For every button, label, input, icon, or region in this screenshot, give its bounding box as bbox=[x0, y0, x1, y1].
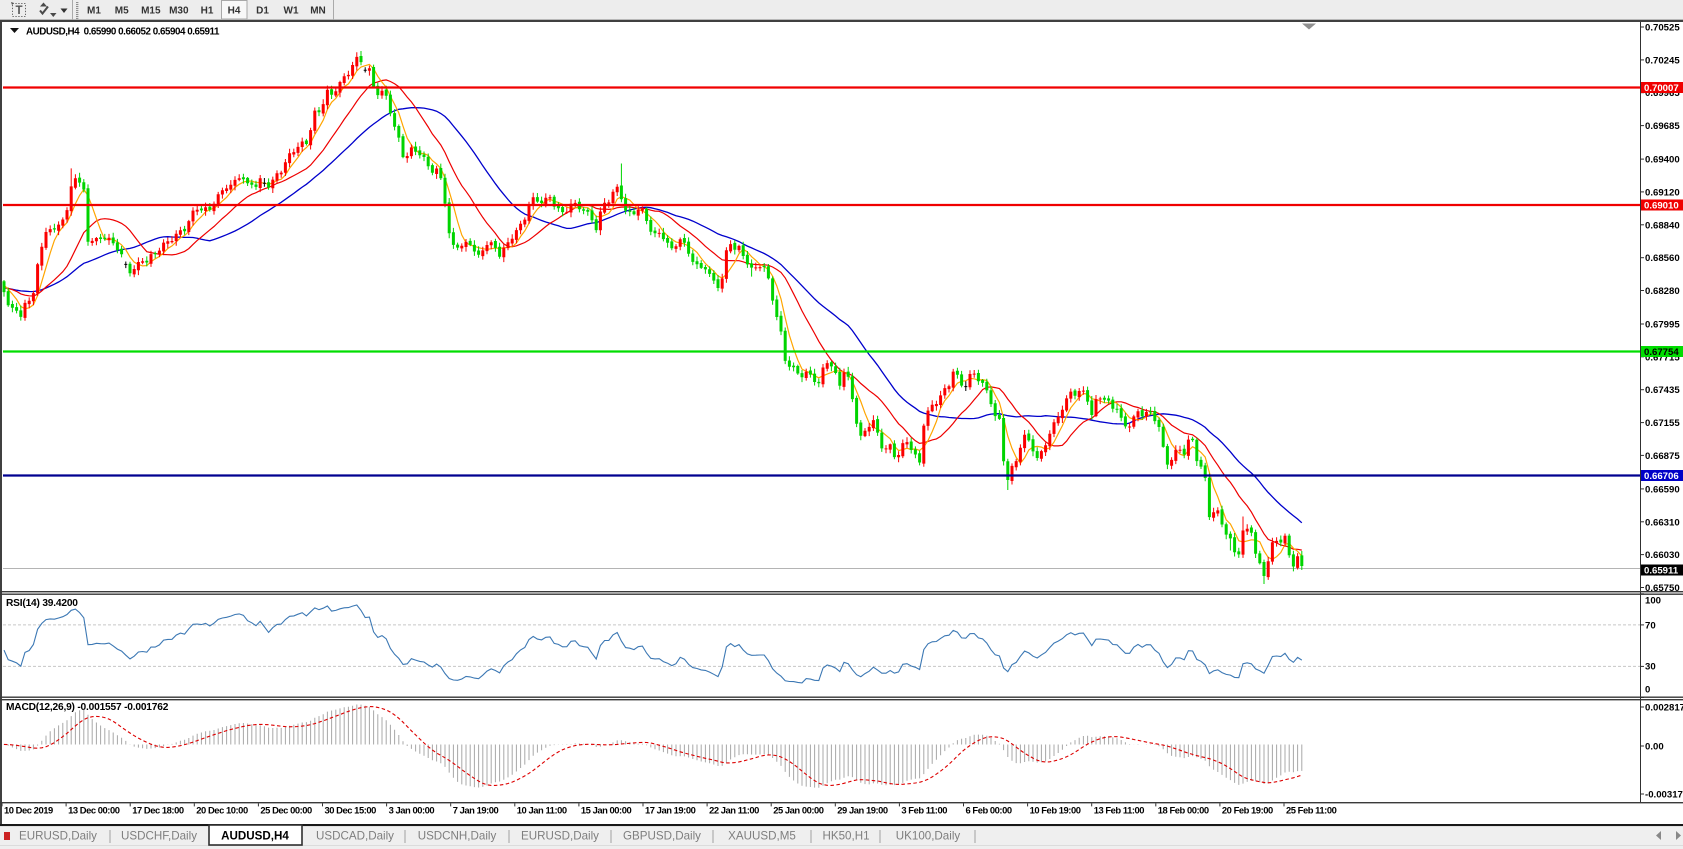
svg-text:0.66875: 0.66875 bbox=[1645, 451, 1680, 462]
svg-text:0: 0 bbox=[1645, 685, 1650, 696]
svg-text:0.68280: 0.68280 bbox=[1645, 286, 1680, 297]
svg-text:-0.003179: -0.003179 bbox=[1645, 790, 1683, 801]
svg-text:70: 70 bbox=[1645, 621, 1656, 632]
svg-text:M5: M5 bbox=[115, 6, 129, 17]
svg-text:3 Jan 00:00: 3 Jan 00:00 bbox=[389, 805, 435, 816]
svg-text:0.70007: 0.70007 bbox=[1644, 83, 1679, 94]
svg-text:0.67155: 0.67155 bbox=[1645, 418, 1680, 429]
svg-text:EURUSD,Daily: EURUSD,Daily bbox=[521, 830, 599, 843]
svg-text:MACD(12,26,9) -0.001557 -0.001: MACD(12,26,9) -0.001557 -0.001762 bbox=[6, 702, 169, 713]
svg-text:EURUSD,Daily: EURUSD,Daily bbox=[19, 830, 97, 843]
svg-text:0.66030: 0.66030 bbox=[1645, 550, 1680, 561]
svg-text:XAUUSD,M5: XAUUSD,M5 bbox=[728, 830, 796, 843]
svg-text:100: 100 bbox=[1645, 596, 1661, 607]
svg-text:25 Feb 11:00: 25 Feb 11:00 bbox=[1286, 805, 1337, 816]
svg-text:HK50,H1: HK50,H1 bbox=[822, 830, 869, 843]
svg-text:D1: D1 bbox=[256, 6, 269, 17]
svg-text:13 Feb 11:00: 13 Feb 11:00 bbox=[1094, 805, 1145, 816]
svg-text:M30: M30 bbox=[169, 6, 189, 17]
svg-text:MN: MN bbox=[310, 6, 326, 17]
svg-text:0.66310: 0.66310 bbox=[1645, 517, 1680, 528]
svg-text:30 Dec 15:00: 30 Dec 15:00 bbox=[325, 805, 377, 816]
svg-text:25 Jan 00:00: 25 Jan 00:00 bbox=[773, 805, 824, 816]
svg-text:0.69120: 0.69120 bbox=[1645, 187, 1680, 198]
svg-text:10 Feb 19:00: 10 Feb 19:00 bbox=[1030, 805, 1081, 816]
svg-text:15 Jan 00:00: 15 Jan 00:00 bbox=[581, 805, 632, 816]
svg-text:20 Dec 10:00: 20 Dec 10:00 bbox=[196, 805, 248, 816]
svg-text:17 Dec 18:00: 17 Dec 18:00 bbox=[132, 805, 184, 816]
svg-text:0.69685: 0.69685 bbox=[1645, 121, 1680, 132]
svg-text:T: T bbox=[15, 5, 22, 17]
svg-text:0.00: 0.00 bbox=[1645, 742, 1664, 753]
svg-text:GBPUSD,Daily: GBPUSD,Daily bbox=[623, 830, 701, 843]
svg-text:20 Feb 19:00: 20 Feb 19:00 bbox=[1222, 805, 1273, 816]
svg-text:M15: M15 bbox=[141, 6, 161, 17]
svg-text:0.69965: 0.69965 bbox=[1645, 88, 1680, 99]
svg-text:0.69010: 0.69010 bbox=[1644, 201, 1679, 212]
svg-text:0.66590: 0.66590 bbox=[1645, 484, 1680, 495]
svg-text:10 Dec 2019: 10 Dec 2019 bbox=[4, 805, 53, 816]
svg-text:13 Dec 00:00: 13 Dec 00:00 bbox=[68, 805, 120, 816]
svg-text:0.67715: 0.67715 bbox=[1645, 352, 1680, 363]
svg-text:0.67995: 0.67995 bbox=[1645, 320, 1680, 331]
svg-text:USDCNH,Daily: USDCNH,Daily bbox=[418, 830, 497, 843]
svg-text:UK100,Daily: UK100,Daily bbox=[896, 830, 961, 843]
svg-text:18 Feb 00:00: 18 Feb 00:00 bbox=[1158, 805, 1209, 816]
svg-text:0.65911: 0.65911 bbox=[1644, 566, 1679, 577]
svg-text:7 Jan 19:00: 7 Jan 19:00 bbox=[453, 805, 499, 816]
svg-text:AUDUSD,H4 0.65990 0.66052 0.6: AUDUSD,H4 0.65990 0.66052 0.65904 0.6591… bbox=[26, 27, 220, 38]
svg-text:AUDUSD,H4: AUDUSD,H4 bbox=[221, 830, 289, 843]
svg-text:0.002817: 0.002817 bbox=[1645, 703, 1683, 714]
svg-text:USDCHF,Daily: USDCHF,Daily bbox=[121, 830, 197, 843]
svg-text:10 Jan 11:00: 10 Jan 11:00 bbox=[517, 805, 567, 816]
svg-text:25 Dec 00:00: 25 Dec 00:00 bbox=[260, 805, 312, 816]
svg-text:USDCAD,Daily: USDCAD,Daily bbox=[316, 830, 394, 843]
svg-text:22 Jan 11:00: 22 Jan 11:00 bbox=[709, 805, 759, 816]
svg-text:0.65750: 0.65750 bbox=[1645, 583, 1680, 594]
svg-text:0.70245: 0.70245 bbox=[1645, 55, 1680, 66]
svg-text:0.69400: 0.69400 bbox=[1645, 155, 1680, 166]
svg-text:M1: M1 bbox=[87, 6, 101, 17]
svg-text:3 Feb 11:00: 3 Feb 11:00 bbox=[901, 805, 947, 816]
svg-text:0.67435: 0.67435 bbox=[1645, 385, 1680, 396]
svg-text:17 Jan 19:00: 17 Jan 19:00 bbox=[645, 805, 696, 816]
svg-text:0.70525: 0.70525 bbox=[1645, 23, 1680, 34]
svg-text:H1: H1 bbox=[201, 6, 214, 17]
svg-text:RSI(14) 39.4200: RSI(14) 39.4200 bbox=[6, 598, 78, 609]
svg-text:0.67754: 0.67754 bbox=[1644, 347, 1679, 358]
svg-text:6 Feb 00:00: 6 Feb 00:00 bbox=[966, 805, 1012, 816]
svg-text:29 Jan 19:00: 29 Jan 19:00 bbox=[837, 805, 888, 816]
svg-text:0.68560: 0.68560 bbox=[1645, 253, 1680, 264]
svg-text:0.68840: 0.68840 bbox=[1645, 220, 1680, 231]
svg-text:30: 30 bbox=[1645, 662, 1656, 673]
svg-text:H4: H4 bbox=[228, 6, 241, 17]
svg-text:W1: W1 bbox=[284, 6, 299, 17]
svg-text:0.66706: 0.66706 bbox=[1644, 471, 1679, 482]
